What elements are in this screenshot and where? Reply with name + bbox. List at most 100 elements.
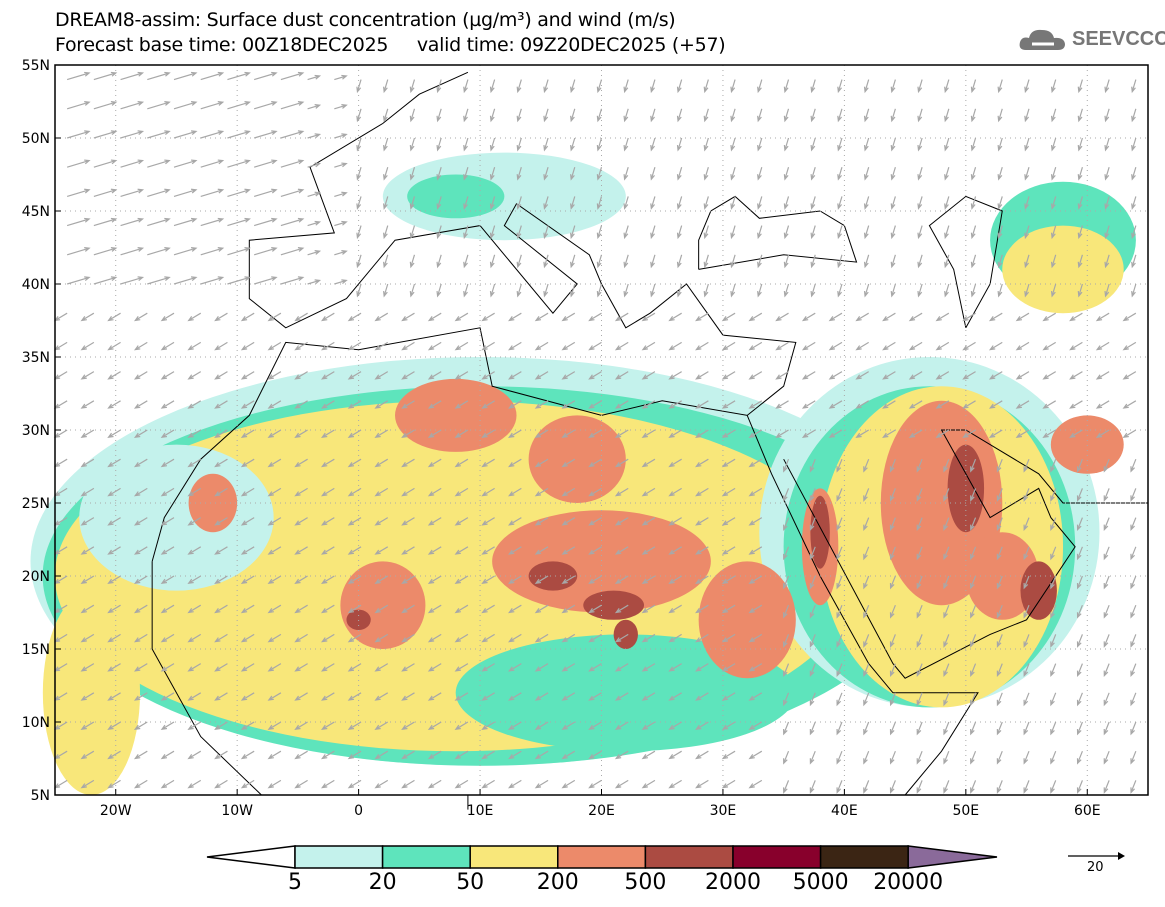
wind-arrow [93, 101, 118, 110]
wind-arrow [383, 167, 389, 181]
wind-arrow [943, 634, 950, 648]
wind-arrow [1104, 196, 1110, 210]
wind-arrow [80, 400, 95, 409]
wind-arrow [1103, 575, 1110, 590]
wind-arrow [757, 137, 763, 152]
wind-arrow [1024, 108, 1030, 123]
wind-arrow [836, 663, 843, 678]
wind-arrow [173, 71, 198, 81]
wind-arrow [1131, 137, 1137, 152]
wind-arrow [561, 604, 576, 614]
wind-arrow [240, 371, 255, 380]
wind-arrow [267, 692, 282, 701]
wind-arrow [882, 400, 896, 409]
wind-arrow [916, 780, 923, 794]
wind-arrow [508, 312, 522, 322]
wind-arrow [280, 276, 305, 285]
wind-arrow [668, 341, 682, 351]
wind-arrow [596, 283, 603, 298]
wind-arrow [347, 371, 362, 380]
wind-arrow [53, 312, 68, 322]
wind-arrow [588, 721, 602, 730]
wind-arrow [240, 546, 255, 555]
wind-arrow [267, 517, 282, 526]
wind-arrow [294, 575, 308, 584]
wind-arrow [695, 341, 709, 351]
wind-arrow [1095, 429, 1110, 438]
wind-arrow [1131, 283, 1137, 298]
wind-arrow [641, 663, 656, 672]
wind-arrow [280, 101, 305, 110]
colorbar-swatch [557, 845, 647, 869]
wind-arrow [889, 546, 896, 561]
wind-arrow [917, 283, 923, 298]
wind-arrow [1042, 429, 1057, 438]
wind-arrow [703, 283, 709, 298]
wind-arrow [695, 371, 709, 380]
wind-arrow [668, 458, 682, 468]
wind-reference-label: 20 [1087, 860, 1104, 875]
wind-arrow [908, 312, 923, 322]
wind-arrow [107, 341, 121, 351]
wind-arrow [1077, 137, 1083, 152]
wind-arrow [1069, 429, 1083, 438]
wind-arrow [757, 79, 763, 94]
wind-arrow [489, 108, 496, 123]
wind-arrow [996, 663, 1003, 678]
wind-arrow [1095, 312, 1110, 322]
wind-arrow [917, 196, 923, 210]
wind-arrow [294, 400, 308, 409]
wind-arrow [703, 167, 709, 181]
wind-arrow [809, 721, 816, 736]
wind-arrow [454, 604, 469, 614]
wind-arrow [374, 575, 389, 584]
wind-arrow [588, 400, 602, 409]
wind-arrow [133, 633, 148, 643]
wind-arrow [356, 254, 362, 269]
wind-arrow [253, 71, 278, 81]
wind-arrow [508, 429, 522, 438]
wind-arrow [863, 575, 870, 590]
wind-arrow [200, 247, 225, 256]
wind-arrow [890, 167, 896, 181]
wind-arrow [321, 312, 335, 322]
wind-arrow [588, 546, 602, 555]
wind-arrow [427, 429, 442, 438]
wind-arrow [53, 779, 68, 789]
wind-arrow [809, 546, 816, 561]
wind-arrow [668, 371, 682, 380]
wind-arrow [160, 546, 175, 555]
wind-arrow [748, 517, 763, 526]
wind-arrow [1104, 79, 1110, 94]
wind-arrow [1122, 312, 1137, 322]
y-tick-label: 15N [22, 642, 50, 658]
wind-arrow [668, 517, 682, 526]
x-tick-label: 10W [221, 803, 253, 819]
wind-arrow [943, 458, 950, 473]
wind-arrow [436, 137, 442, 152]
wind-arrow [53, 429, 68, 438]
wind-arrow [454, 633, 469, 643]
wind-arrow [944, 225, 950, 240]
y-tick-label: 30N [22, 423, 50, 439]
wind-arrow [508, 400, 522, 409]
wind-arrow [997, 79, 1003, 94]
coastline [928, 195, 1003, 329]
wind-arrow [801, 341, 816, 351]
wind-arrow [173, 247, 198, 256]
wind-arrow [836, 575, 843, 590]
wind-arrow [588, 341, 602, 351]
wind-arrow [828, 429, 843, 438]
wind-arrow [427, 750, 442, 760]
wind-arrow [267, 400, 282, 409]
wind-arrow [1050, 517, 1057, 532]
wind-arrow [676, 108, 683, 123]
wind-arrow [508, 663, 522, 672]
wind-arrow [1130, 721, 1137, 736]
wind-arrow [810, 137, 816, 152]
wind-arrow [1050, 167, 1057, 181]
wind-arrow [783, 517, 790, 532]
wind-arrow [1103, 750, 1110, 765]
wind-arrow [614, 400, 629, 409]
